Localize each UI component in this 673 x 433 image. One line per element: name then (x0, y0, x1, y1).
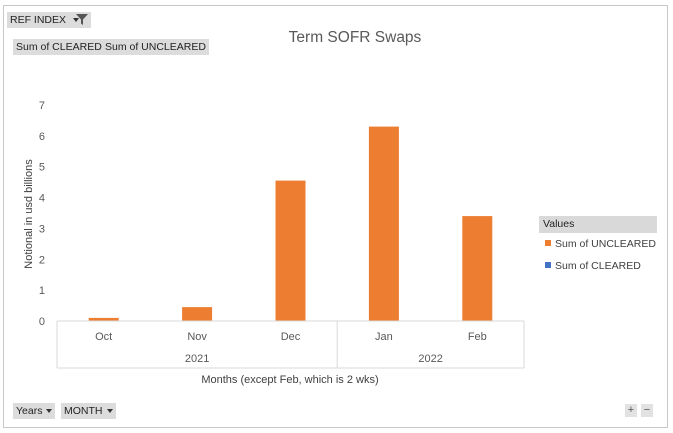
legend-item-label: Sum of CLEARED (555, 260, 641, 272)
values-button-uncleared[interactable]: Sum of UNCLEARED (102, 39, 209, 55)
legend-item-uncleared: Sum of UNCLEARED (545, 238, 656, 250)
chevron-down-icon (106, 409, 113, 414)
values-button-label: Sum of CLEARED (16, 41, 102, 53)
year-group-label: 2021 (185, 353, 209, 365)
month-field-button[interactable]: MONTH (61, 403, 116, 419)
x-tick-label: Feb (468, 331, 487, 343)
y-tick-label: 1 (39, 285, 45, 297)
ref-index-filter-button[interactable]: REF INDEX (7, 12, 91, 28)
y-tick-label: 7 (39, 100, 45, 112)
x-axis-label: Months (except Feb, which is 2 wks) (201, 374, 378, 386)
years-field-button[interactable]: Years (13, 403, 56, 419)
x-tick-label: Jan (375, 331, 393, 343)
values-button-cleared[interactable]: Sum of CLEARED (13, 39, 105, 55)
x-tick-label: Dec (281, 331, 301, 343)
month-field-label: MONTH (64, 405, 103, 417)
y-tick-label: 3 (39, 223, 45, 235)
expand-button[interactable]: + (625, 404, 637, 417)
legend-item-cleared: Sum of CLEARED (545, 260, 641, 272)
x-tick-label: Oct (95, 331, 112, 343)
collapse-button[interactable]: − (641, 404, 653, 417)
values-button-label: Sum of UNCLEARED (105, 41, 206, 53)
y-tick-label: 4 (39, 193, 45, 205)
legend-swatch (545, 262, 551, 269)
legend-item-label: Sum of UNCLEARED (555, 238, 656, 250)
y-axis-label: Notional in usd billions (23, 159, 35, 269)
year-group-label: 2022 (418, 353, 442, 365)
years-field-label: Years (16, 405, 43, 417)
bar-dec (275, 180, 306, 321)
bar-feb (462, 216, 493, 321)
bar-oct (88, 317, 119, 321)
x-tick-label: Nov (187, 331, 207, 343)
ref-index-label: REF INDEX (10, 14, 67, 26)
y-tick-label: 5 (39, 162, 45, 174)
chart-title: Term SOFR Swaps (288, 29, 422, 46)
filter-icon (76, 14, 88, 25)
bar-jan (368, 126, 399, 321)
chevron-down-icon (46, 409, 53, 414)
y-tick-label: 0 (39, 316, 45, 328)
bar-nov (182, 307, 213, 321)
legend-swatch (545, 240, 551, 247)
legend-header: Values (539, 216, 657, 233)
y-tick-label: 2 (39, 254, 45, 266)
y-tick-label: 6 (39, 131, 45, 143)
chevron-down-icon (72, 18, 79, 23)
